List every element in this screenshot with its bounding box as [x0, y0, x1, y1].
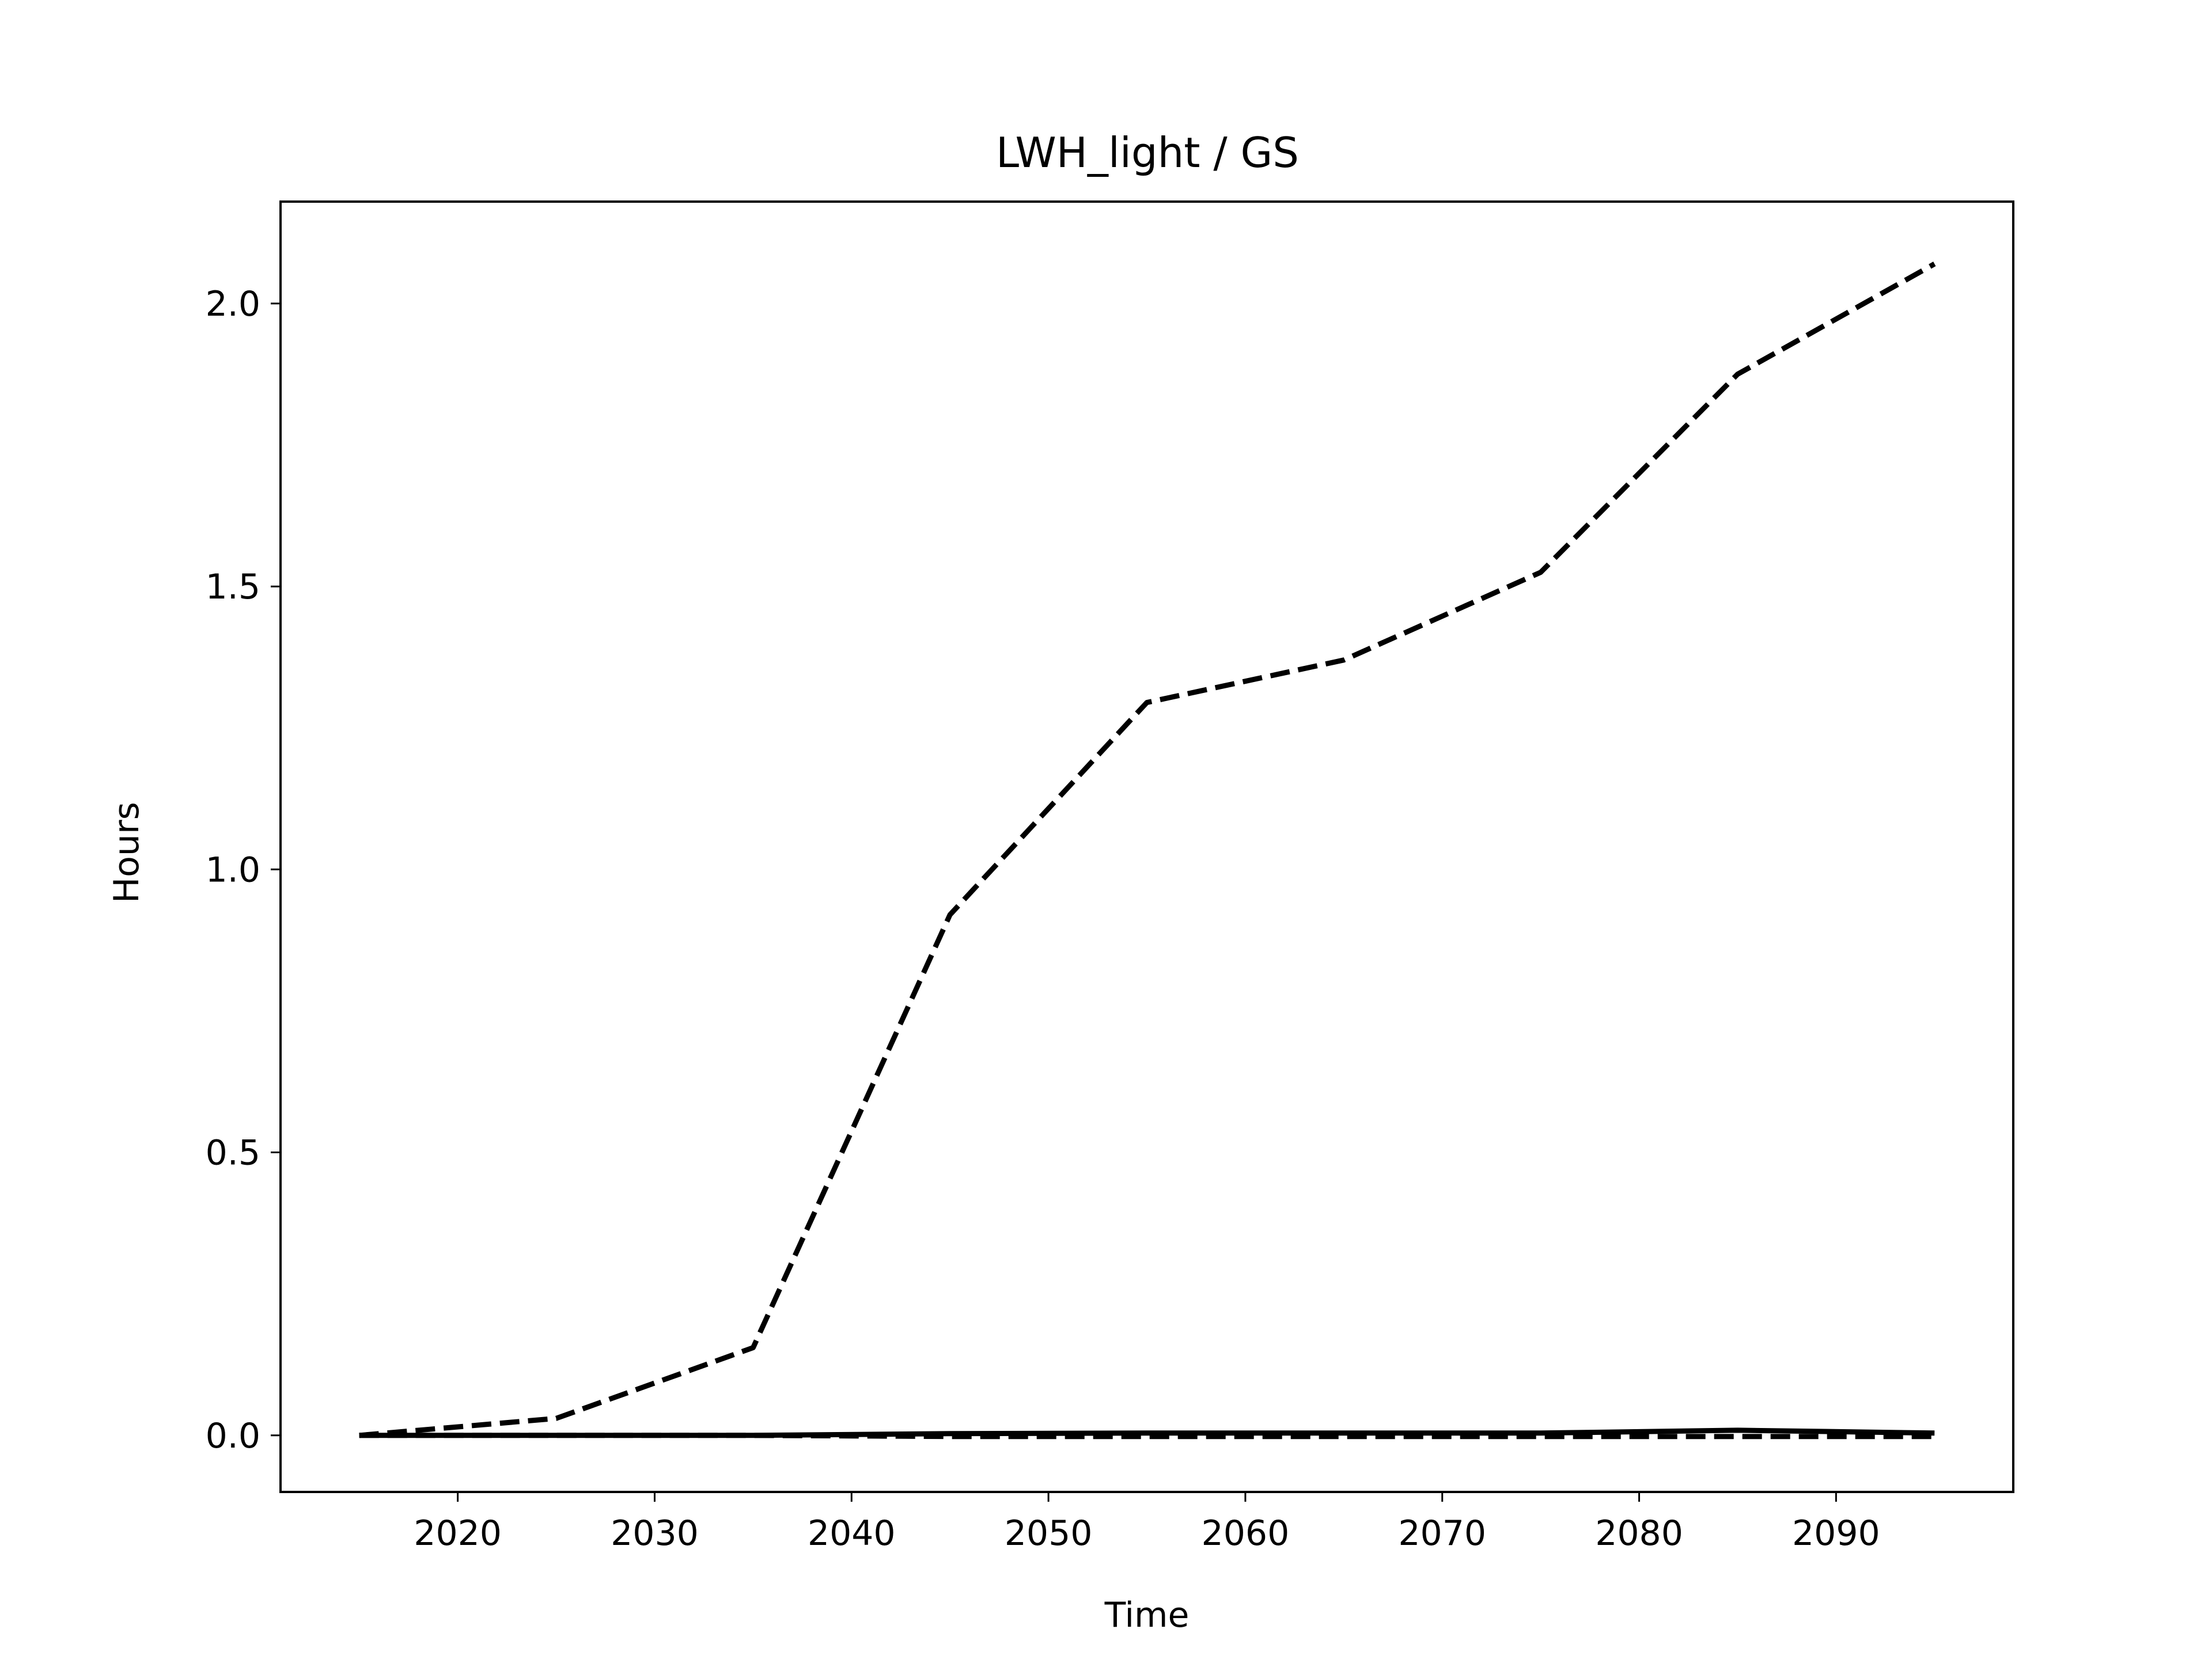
series-line-3 — [359, 1433, 1935, 1440]
x-tick-label: 2090 — [1792, 1513, 1880, 1554]
x-tick-label: 2020 — [414, 1513, 502, 1554]
y-axis-label: Hours — [107, 802, 147, 903]
y-tick-label: 1.0 — [206, 850, 260, 890]
x-axis: 2020 2030 2040 2050 2060 2070 2080 2090 — [414, 1492, 1880, 1554]
y-tick-label: 0.0 — [206, 1416, 260, 1456]
plot-area — [359, 262, 1936, 1440]
series-line-1 — [359, 262, 1936, 1438]
x-tick-label: 2040 — [808, 1513, 896, 1554]
y-tick-label: 2.0 — [206, 284, 260, 324]
x-axis-label: Time — [1104, 1595, 1190, 1635]
y-tick-label: 0.5 — [206, 1133, 260, 1173]
x-tick-label: 2060 — [1202, 1513, 1290, 1554]
x-tick-label: 2080 — [1595, 1513, 1683, 1554]
y-tick-label: 1.5 — [206, 567, 260, 607]
chart-title: LWH_light / GS — [996, 128, 1299, 177]
x-tick-label: 2050 — [1005, 1513, 1093, 1554]
plot-frame — [279, 200, 2014, 1493]
y-axis: 0.0 0.5 1.0 1.5 2.0 — [206, 284, 281, 1456]
x-tick-label: 2030 — [611, 1513, 699, 1554]
x-tick-label: 2070 — [1398, 1513, 1486, 1554]
